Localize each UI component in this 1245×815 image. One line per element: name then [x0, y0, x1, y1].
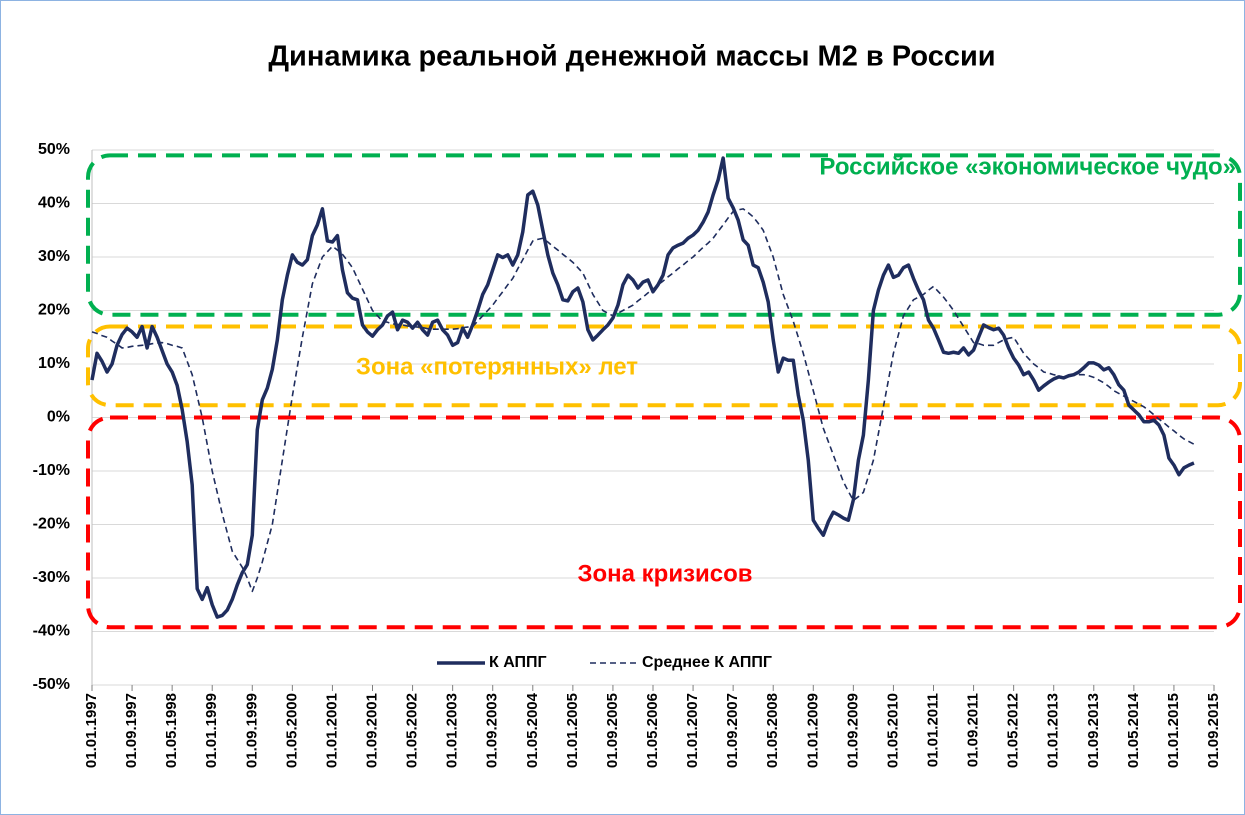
- x-tick-label: 01.01.2015: [1165, 693, 1182, 768]
- y-tick-label: 0%: [47, 409, 70, 426]
- y-tick-label: 50%: [38, 141, 70, 158]
- x-tick-label: 01.09.1999: [243, 693, 260, 768]
- x-tick-label: 01.01.1997: [83, 693, 100, 768]
- series-line: [91, 208, 1195, 593]
- zone-box: [86, 324, 1242, 408]
- x-tick-label: 01.09.2005: [604, 693, 621, 768]
- x-tick-label: 01.09.2009: [844, 693, 861, 768]
- x-tick-label: 01.05.2006: [644, 693, 661, 768]
- y-tick-label: -40%: [33, 623, 70, 640]
- zone-label: Российское «экономическое чудо»: [819, 153, 1236, 180]
- legend-label: К АППГ: [489, 654, 547, 671]
- chart-title: Динамика реальной денежной массы М2 в Ро…: [268, 41, 995, 73]
- x-tick-label: 01.01.2007: [684, 693, 701, 768]
- zone-label: Зона кризисов: [577, 560, 752, 587]
- x-tick-label: 01.09.1997: [123, 693, 140, 768]
- y-tick-label: 30%: [38, 248, 70, 265]
- x-tick-label: 01.01.1999: [203, 693, 220, 768]
- y-tick-label: 10%: [38, 355, 70, 372]
- y-tick-label: -10%: [33, 462, 70, 479]
- y-tick-label: 40%: [38, 195, 70, 212]
- x-tick-label: 01.09.2015: [1205, 693, 1222, 768]
- x-tick-label: 01.05.2000: [283, 693, 300, 768]
- x-tick-label: 01.05.1998: [163, 693, 180, 768]
- y-tick-label: -30%: [33, 569, 70, 586]
- x-tick-label: 01.09.2013: [1085, 693, 1102, 768]
- x-tick-label: 01.09.2011: [965, 693, 982, 767]
- legend-label: Среднее К АППГ: [642, 654, 772, 671]
- x-tick-label: 01.01.2013: [1045, 693, 1062, 768]
- x-tick-label: 01.05.2012: [1005, 693, 1022, 768]
- x-tick-label: 01.05.2014: [1125, 692, 1142, 768]
- y-tick-label: -50%: [33, 676, 70, 693]
- x-tick-label: 01.01.2005: [564, 693, 581, 768]
- x-tick-label: 01.05.2004: [524, 692, 541, 768]
- zone-label: Зона «потерянных» лет: [356, 353, 638, 380]
- y-tick-label: 20%: [38, 302, 70, 319]
- y-tick-label: -20%: [33, 516, 70, 533]
- x-tick-label: 01.01.2001: [323, 693, 340, 768]
- x-tick-label: 01.09.2001: [363, 693, 380, 768]
- x-tick-label: 01.05.2008: [764, 693, 781, 768]
- zone-box: [86, 153, 1242, 317]
- x-tick-label: 01.01.2009: [804, 693, 821, 768]
- x-tick-label: 01.01.2003: [444, 693, 461, 768]
- x-tick-label: 01.09.2003: [484, 693, 501, 768]
- x-tick-label: 01.01.2011: [924, 693, 941, 767]
- series-line: [90, 156, 1195, 619]
- x-tick-label: 01.05.2002: [404, 693, 421, 768]
- x-tick-label: 01.05.2010: [884, 693, 901, 768]
- x-tick-label: 01.09.2007: [724, 693, 741, 768]
